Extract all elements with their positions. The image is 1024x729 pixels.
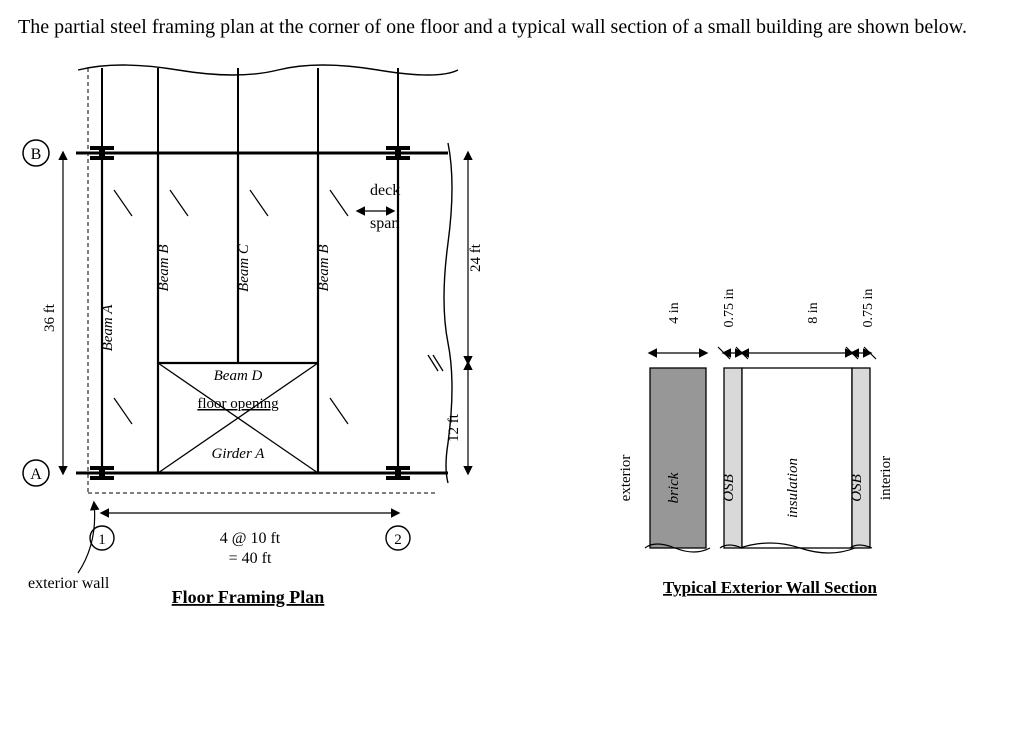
label-insulation: insulation bbox=[785, 458, 801, 518]
interior-label: interior bbox=[878, 456, 894, 500]
dim-osb1: 0.75 in bbox=[718, 289, 748, 359]
prompt-text: The partial steel framing plan at the co… bbox=[18, 12, 1006, 42]
dim-brick: 4 in bbox=[650, 302, 706, 353]
svg-text:span: span bbox=[370, 215, 399, 232]
deck-span-label: deck span bbox=[358, 182, 400, 232]
svg-text:Beam B: Beam B bbox=[156, 244, 172, 291]
svg-text:Beam C: Beam C bbox=[236, 243, 252, 292]
label-osb-1: OSB bbox=[721, 474, 737, 502]
grid-bubble-a: A bbox=[23, 460, 49, 486]
layer-osb-1 bbox=[724, 368, 742, 548]
wall-section-svg: exterior interior brick OSB insulation O… bbox=[590, 248, 1010, 608]
svg-text:deck: deck bbox=[370, 182, 400, 199]
svg-text:Beam D: Beam D bbox=[214, 368, 263, 384]
svg-text:1: 1 bbox=[98, 532, 106, 548]
dim-40ft: 4 @ 10 ft = 40 ft bbox=[102, 513, 398, 567]
svg-text:36 ft: 36 ft bbox=[42, 303, 58, 332]
svg-text:0.75 in: 0.75 in bbox=[722, 289, 737, 328]
exterior-label: exterior bbox=[618, 455, 634, 502]
wall-layers bbox=[650, 368, 870, 548]
layer-osb-2 bbox=[852, 368, 870, 548]
svg-text:2: 2 bbox=[394, 532, 402, 548]
dim-36ft: 36 ft bbox=[42, 153, 63, 473]
floor-plan-figure: B A 36 ft bbox=[18, 48, 558, 608]
grid-bubble-2: 2 bbox=[386, 526, 410, 550]
label-osb-2: OSB bbox=[849, 474, 865, 502]
svg-text:Beam A: Beam A bbox=[100, 304, 116, 352]
svg-text:0.75 in: 0.75 in bbox=[861, 289, 876, 328]
svg-text:12 ft: 12 ft bbox=[446, 413, 462, 442]
svg-text:Girder A: Girder A bbox=[212, 446, 266, 462]
svg-text:4 in: 4 in bbox=[667, 302, 682, 323]
figures-row: B A 36 ft bbox=[18, 48, 1006, 608]
dim-24ft: 24 ft bbox=[468, 153, 484, 363]
dim-insul: 8 in bbox=[742, 302, 852, 353]
svg-text:floor opening: floor opening bbox=[197, 396, 279, 412]
grid-bubble-b: B bbox=[23, 140, 49, 166]
svg-text:A: A bbox=[30, 466, 42, 483]
dim-12ft: 12 ft bbox=[428, 355, 468, 473]
label-brick: brick bbox=[666, 472, 682, 503]
wall-section-figure: exterior interior brick OSB insulation O… bbox=[590, 248, 1010, 608]
plan-title: Floor Framing Plan bbox=[172, 587, 325, 607]
ext-wall-label: exterior wall bbox=[28, 575, 110, 592]
svg-text:Beam B: Beam B bbox=[316, 244, 332, 291]
svg-text:= 40 ft: = 40 ft bbox=[229, 550, 272, 567]
svg-text:8 in: 8 in bbox=[806, 302, 821, 323]
dim-osb2: 0.75 in bbox=[846, 289, 876, 359]
floor-plan-svg: B A 36 ft bbox=[18, 48, 558, 608]
svg-text:4 @ 10 ft: 4 @ 10 ft bbox=[220, 530, 281, 547]
wall-title: Typical Exterior Wall Section bbox=[663, 578, 877, 597]
layer-brick bbox=[650, 368, 706, 548]
svg-text:B: B bbox=[31, 146, 42, 163]
svg-text:24 ft: 24 ft bbox=[468, 243, 484, 272]
